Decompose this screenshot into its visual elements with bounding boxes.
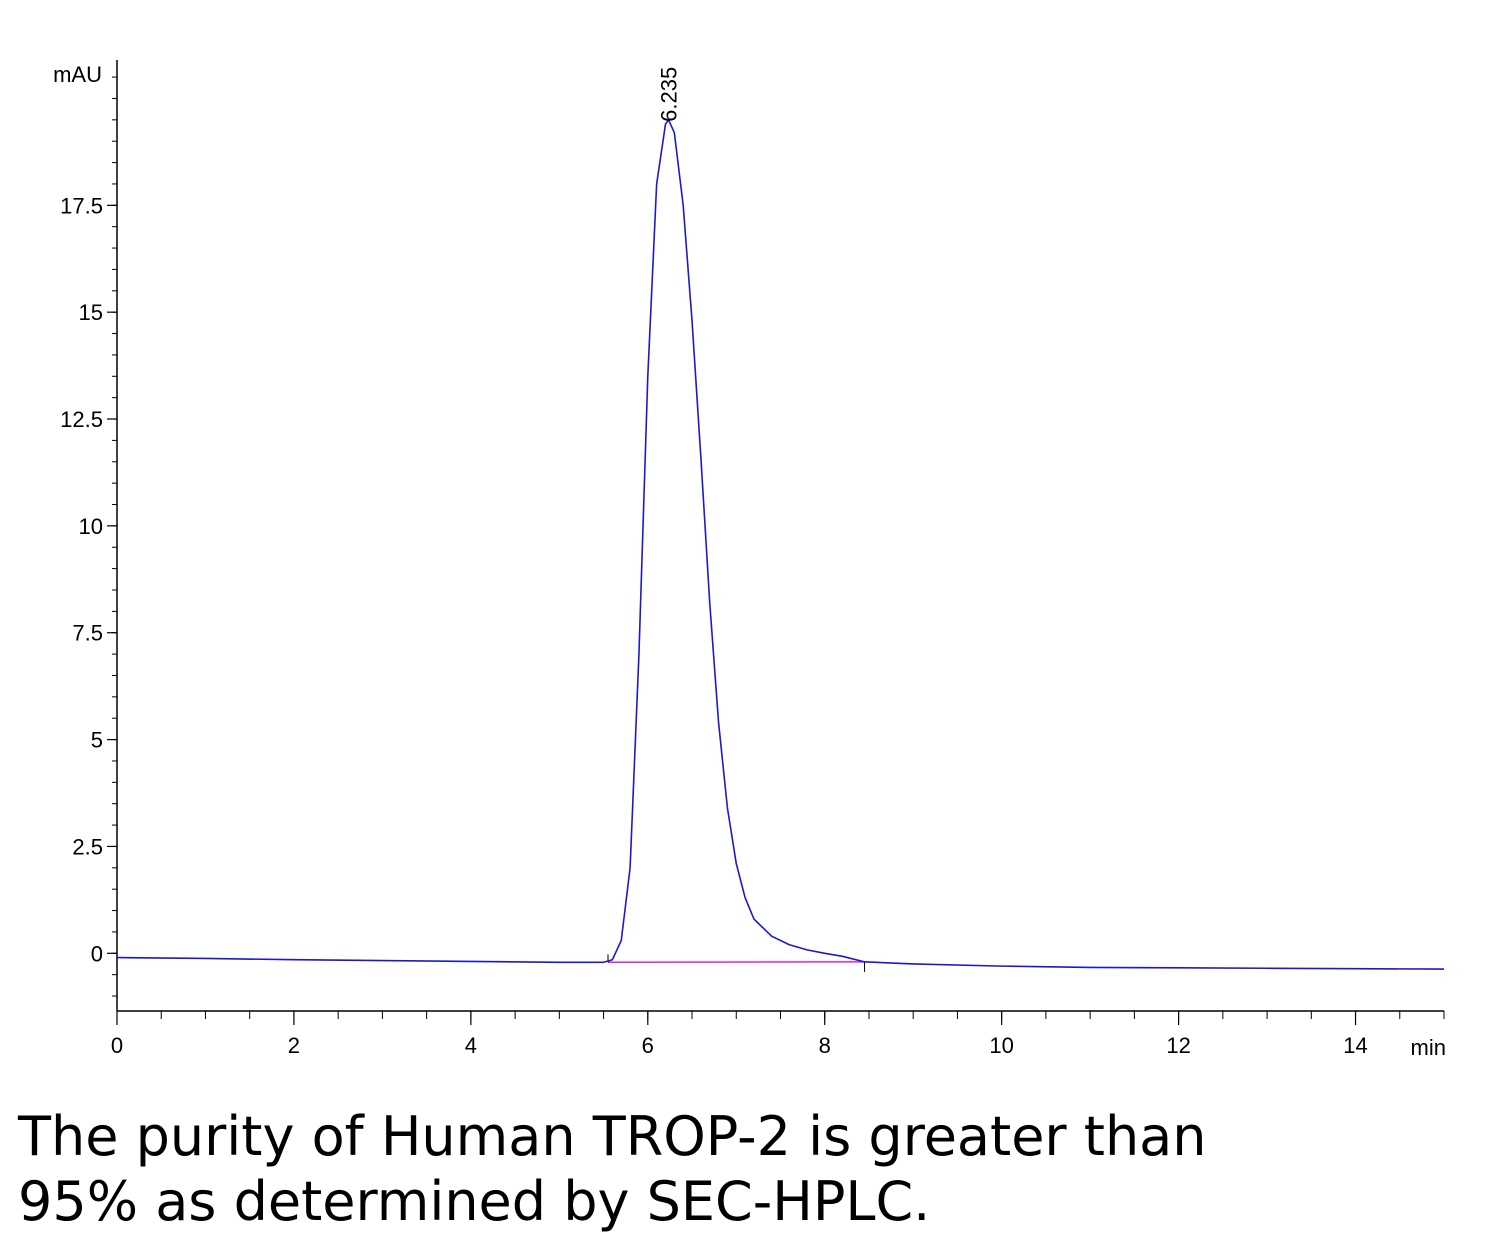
x-tick-label: 6 bbox=[642, 1033, 654, 1058]
x-tick-label: 8 bbox=[819, 1033, 831, 1058]
x-tick-label: 4 bbox=[465, 1033, 477, 1058]
caption-line-2: 95% as determined by SEC-HPLC. bbox=[18, 1170, 931, 1233]
y-tick-label: 15 bbox=[79, 300, 103, 325]
x-tick-label: 12 bbox=[1166, 1033, 1190, 1058]
x-tick-label: 14 bbox=[1343, 1033, 1367, 1058]
x-axis-label: min bbox=[1411, 1035, 1446, 1060]
y-tick-label: 7.5 bbox=[72, 621, 103, 646]
x-tick-label: 0 bbox=[111, 1033, 123, 1058]
y-tick-label: 0 bbox=[91, 941, 103, 966]
peak-label: 6.235 bbox=[657, 67, 682, 122]
caption-line-1: The purity of Human TROP-2 is greater th… bbox=[18, 1105, 1207, 1168]
x-tick-label: 10 bbox=[989, 1033, 1013, 1058]
chart-marks: 6.235 bbox=[116, 67, 1445, 972]
y-tick-label: 17.5 bbox=[60, 193, 103, 218]
y-tick-label: 2.5 bbox=[72, 834, 103, 859]
y-tick-label: 12.5 bbox=[60, 407, 103, 432]
chromatogram-trace bbox=[116, 119, 1445, 970]
y-tick-label: 10 bbox=[79, 514, 103, 539]
axes: 0 2.5 5 7.5 10 12.5 15 17.5 mAU 0 2 4 6 8 10 12 14 min bbox=[53, 60, 1446, 1060]
x-tick-label: 2 bbox=[288, 1033, 300, 1058]
y-axis-label: mAU bbox=[53, 62, 102, 87]
figure-caption: The purity of Human TROP-2 is greater th… bbox=[18, 1104, 1478, 1234]
y-tick-label: 5 bbox=[91, 728, 103, 753]
chromatogram-chart: 0 2.5 5 7.5 10 12.5 15 17.5 mAU 0 2 4 6 8 10 12 14 min 6.… bbox=[53, 60, 1446, 1060]
